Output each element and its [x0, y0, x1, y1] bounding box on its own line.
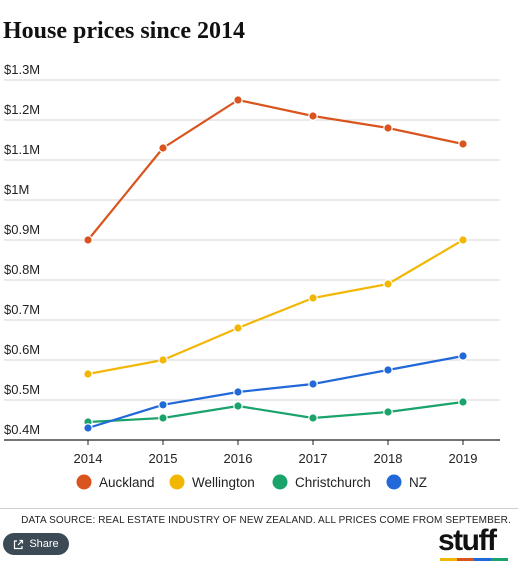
data-point-wellington: [308, 293, 318, 303]
data-point-christchurch: [158, 413, 168, 423]
data-point-wellington: [83, 369, 93, 379]
data-point-nz: [83, 423, 93, 433]
y-tick-label: $0.9M: [4, 222, 40, 237]
data-point-auckland: [308, 111, 318, 121]
line-chart: $0.4M $0.5M $0.6M $0.7M $0.8M $0.9M $1M $1.1M $1…: [4, 62, 500, 490]
chart-title: House prices since 2014: [3, 18, 245, 44]
data-point-wellington: [458, 235, 468, 245]
logo-bar-segment: [474, 558, 491, 561]
logo-bar-segment: [491, 558, 508, 561]
y-tick-label: $1.1M: [4, 142, 40, 157]
data-point-christchurch: [308, 413, 318, 423]
legend-swatch-auckland: [76, 474, 92, 490]
x-tick-label: 2019: [449, 451, 478, 466]
series-line-auckland: [87, 98, 464, 241]
share-button[interactable]: Share: [3, 533, 69, 555]
stuff-logo-color-bar: [440, 558, 508, 561]
share-label: Share: [29, 538, 59, 550]
x-axis-tick-labels: 2014 2015 2016 2017 2018 2019: [74, 440, 478, 466]
data-point-auckland: [158, 143, 168, 153]
data-point-auckland: [383, 123, 393, 133]
data-point-christchurch: [458, 397, 468, 407]
chart-gridlines: [4, 79, 500, 441]
data-point-auckland: [83, 235, 93, 245]
data-point-wellington: [158, 355, 168, 365]
data-point-auckland: [233, 95, 243, 105]
legend-label-christchurch: Christchurch: [295, 475, 371, 490]
y-tick-label: $0.5M: [4, 382, 40, 397]
legend-swatch-wellington: [169, 474, 185, 490]
data-point-auckland: [458, 139, 468, 149]
data-point-nz: [458, 351, 468, 361]
x-tick-label: 2017: [299, 451, 328, 466]
y-tick-label: $0.6M: [4, 342, 40, 357]
share-icon: [14, 539, 24, 549]
legend-label-wellington: Wellington: [192, 475, 255, 490]
data-point-nz: [158, 399, 168, 410]
y-tick-label: $1.3M: [4, 62, 40, 77]
data-point-nz: [308, 379, 318, 389]
data-point-nz: [233, 387, 243, 397]
y-axis-tick-labels: $0.4M $0.5M $0.6M $0.7M $0.8M $0.9M $1M $1.1M $1…: [4, 62, 40, 437]
data-point-christchurch: [233, 401, 243, 411]
data-source-note: DATA SOURCE: REAL ESTATE INDUSTRY OF NEW…: [21, 515, 511, 526]
series-line-wellington: [87, 239, 464, 376]
chart-legend: Auckland Wellington Christchurch NZ: [76, 474, 427, 490]
stuff-logo[interactable]: stuff: [438, 524, 497, 557]
logo-bar-segment: [440, 558, 457, 561]
series-line-christchurch: [87, 400, 464, 424]
x-tick-label: 2016: [224, 451, 253, 466]
y-tick-label: $0.7M: [4, 302, 40, 317]
legend-label-auckland: Auckland: [99, 475, 155, 490]
data-point-christchurch: [383, 407, 393, 417]
y-tick-label: $1M: [4, 182, 29, 197]
x-tick-label: 2018: [374, 451, 403, 466]
x-tick-label: 2014: [74, 451, 103, 466]
x-tick-label: 2015: [149, 451, 178, 466]
legend-label-nz: NZ: [409, 475, 427, 490]
chart-series-lines: [87, 98, 464, 430]
data-point-wellington: [383, 279, 393, 289]
series-line-nz: [87, 354, 464, 430]
chart-data-points: [83, 95, 468, 433]
legend-swatch-nz: [386, 474, 402, 490]
footer-divider: [0, 508, 518, 509]
data-point-wellington: [233, 323, 243, 333]
logo-bar-segment: [457, 558, 474, 561]
data-point-nz: [383, 365, 393, 375]
y-tick-label: $0.4M: [4, 422, 40, 437]
y-tick-label: $1.2M: [4, 102, 40, 117]
legend-swatch-christchurch: [272, 474, 288, 490]
y-tick-label: $0.8M: [4, 262, 40, 277]
